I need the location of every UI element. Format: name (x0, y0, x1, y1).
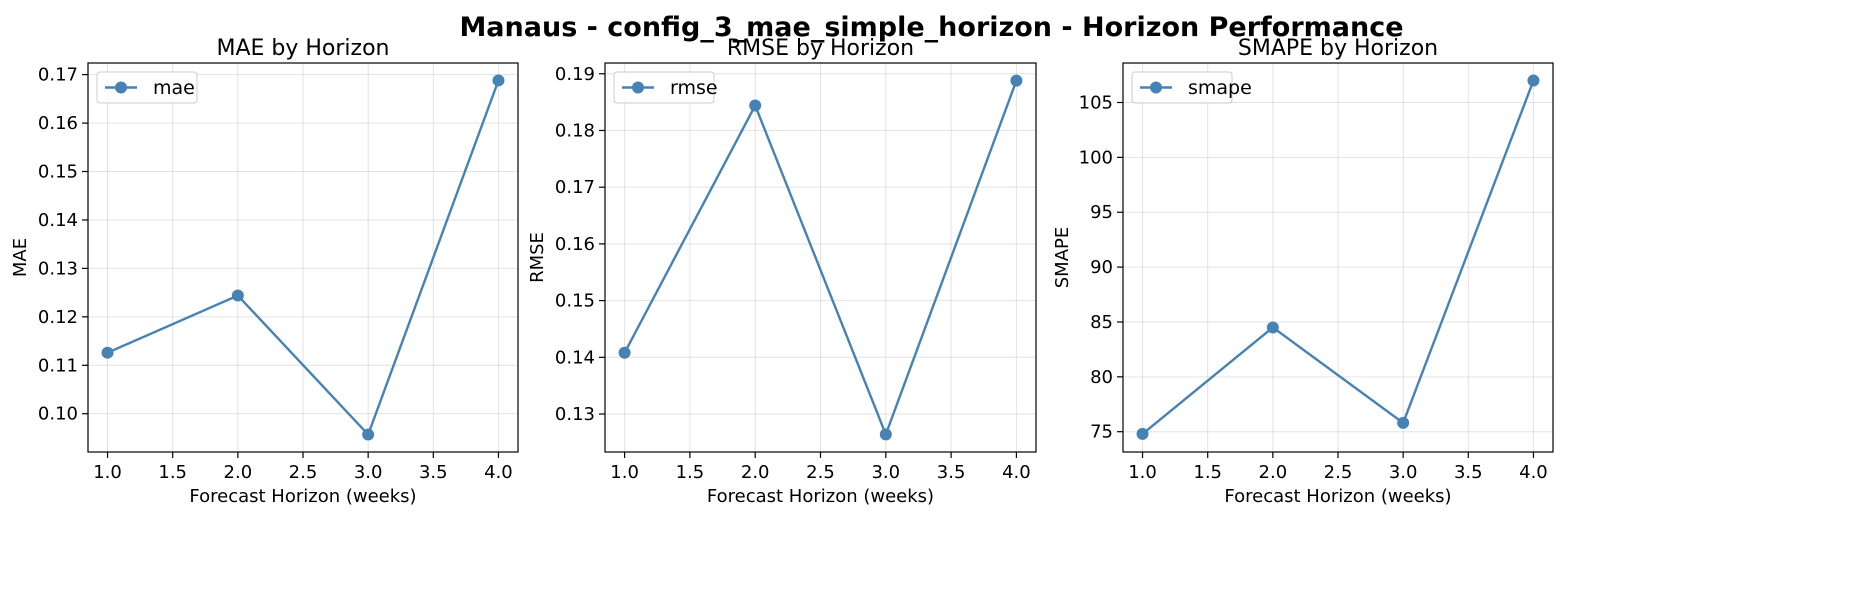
legend-label: mae (153, 77, 195, 99)
x-axis-label: Forecast Horizon (weeks) (189, 486, 416, 507)
y-tick-label: 0.13 (555, 404, 595, 425)
chart-title: SMAPE by Horizon (1238, 36, 1438, 61)
y-tick-label: 75 (1090, 422, 1113, 443)
y-tick-label: 0.18 (555, 120, 595, 141)
x-axis-label: Forecast Horizon (weeks) (707, 486, 934, 507)
legend-box (613, 71, 715, 104)
y-axis-label: SMAPE (1052, 227, 1073, 289)
x-tick-label: 2.5 (289, 462, 318, 483)
y-tick-label: 0.17 (555, 177, 595, 198)
series-line-rmse (623, 80, 1018, 438)
y-tick-label: 0.16 (555, 234, 595, 255)
x-tick-label: 2.0 (1259, 462, 1288, 483)
data-point-rmse (1010, 74, 1023, 87)
y-tick-label: 0.19 (555, 64, 595, 85)
data-point-mae (362, 428, 375, 441)
x-tick-label: 2.0 (224, 462, 253, 483)
chart-title: RMSE by Horizon (727, 36, 914, 61)
chart-panels: 1.0 1.5 2.0 2.5 3.0 3.5 4.0 0.10 0.11 0.12 0.13 0.1… (10, 36, 1554, 507)
y-axis-label: RMSE (527, 232, 548, 283)
y-tick-label: 85 (1090, 312, 1113, 333)
y-tick-label: 0.14 (555, 347, 595, 368)
y-tick-label: 0.17 (38, 65, 78, 86)
x-tick-label: 1.0 (1128, 462, 1157, 483)
x-tick-label: 4.0 (1002, 462, 1031, 483)
x-tick-label: 1.5 (1193, 462, 1222, 483)
legend-label: smape (1188, 77, 1252, 99)
x-tick-label: 3.5 (419, 462, 448, 483)
chart-panel-2: 1.0 1.5 2.0 2.5 3.0 3.5 4.0 0.13 0.14 0.15 0.16 0.1… (527, 36, 1037, 507)
legend-box (1131, 71, 1233, 104)
x-tick-label: 3.5 (937, 462, 966, 483)
y-tick-label: 90 (1090, 257, 1113, 278)
data-point-rmse (618, 346, 631, 359)
y-tick-label: 0.15 (38, 162, 78, 183)
x-tick-label: 2.0 (741, 462, 770, 483)
data-point-rmse (749, 99, 762, 112)
x-tick-label: 1.5 (158, 462, 187, 483)
data-point-smape (1527, 74, 1540, 87)
data-point-smape (1136, 427, 1149, 440)
series-line-mae (107, 80, 500, 437)
legend-marker (632, 81, 644, 94)
x-tick-label: 1.5 (676, 462, 705, 483)
x-axis-label: Forecast Horizon (weeks) (1224, 486, 1451, 507)
legend-label: rmse (670, 77, 718, 99)
chart-panel-3: 1.0 1.5 2.0 2.5 3.0 3.5 4.0 75 80 85 90 95 100 105 SMA… (1052, 36, 1554, 507)
x-tick-label: 3.0 (871, 462, 900, 483)
data-point-mae (101, 346, 114, 359)
y-tick-label: 80 (1090, 367, 1113, 388)
data-point-rmse (879, 428, 892, 441)
figure-title: Manaus - config_3_mae_simple_horizon - H… (459, 12, 1403, 43)
x-tick-label: 4.0 (484, 462, 513, 483)
y-tick-label: 0.15 (555, 291, 595, 312)
legend-marker (115, 81, 127, 94)
x-tick-label: 4.0 (1519, 462, 1548, 483)
y-tick-label: 0.14 (38, 210, 78, 231)
x-tick-label: 3.0 (1389, 462, 1418, 483)
chart-title: MAE by Horizon (216, 36, 389, 61)
data-point-mae (492, 74, 505, 87)
plot-frame (87, 62, 519, 453)
x-tick-label: 1.0 (93, 462, 122, 483)
y-tick-label: 0.16 (38, 113, 78, 134)
y-tick-label: 95 (1090, 202, 1113, 223)
x-tick-label: 3.5 (1454, 462, 1483, 483)
plot-frame (1122, 62, 1554, 453)
y-tick-label: 0.12 (38, 307, 78, 328)
y-tick-label: 105 (1079, 93, 1113, 114)
y-tick-label: 0.11 (38, 355, 78, 376)
x-tick-label: 2.5 (1324, 462, 1353, 483)
legend-box (96, 71, 198, 104)
y-axis-label: MAE (10, 238, 31, 277)
x-tick-label: 1.0 (610, 462, 639, 483)
y-tick-label: 0.13 (38, 258, 78, 279)
data-point-mae (231, 289, 244, 302)
legend-marker (1150, 81, 1162, 94)
series-line-smape (1141, 80, 1535, 435)
x-tick-label: 2.5 (806, 462, 835, 483)
y-tick-label: 0.10 (38, 404, 78, 425)
chart-panel-1: 1.0 1.5 2.0 2.5 3.0 3.5 4.0 0.10 0.11 0.12 0.13 0.1… (10, 36, 519, 507)
x-tick-label: 3.0 (354, 462, 383, 483)
y-tick-label: 100 (1079, 147, 1113, 168)
data-point-smape (1397, 416, 1410, 429)
data-point-smape (1266, 321, 1279, 334)
plot-frame (604, 62, 1037, 453)
